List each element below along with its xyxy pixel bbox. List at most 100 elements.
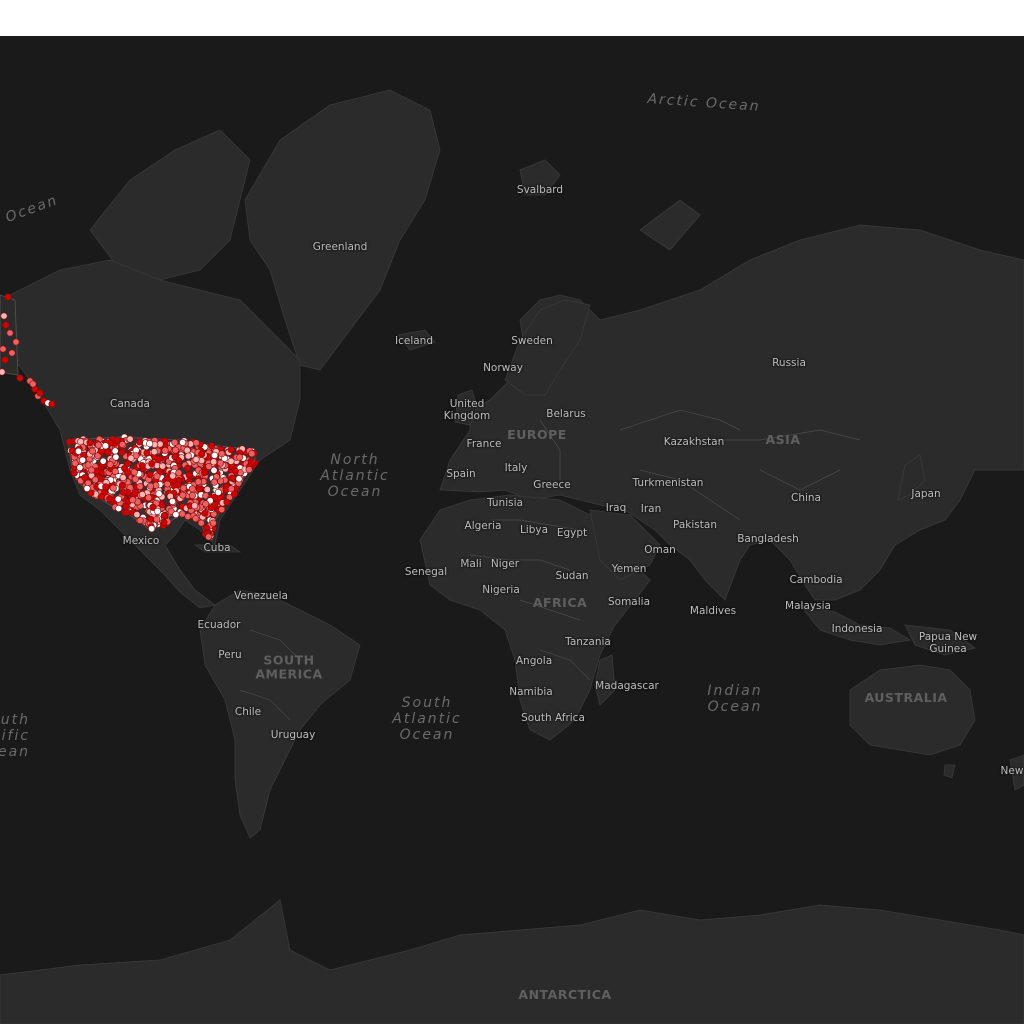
data-point[interactable] <box>83 484 91 492</box>
data-point[interactable] <box>0 312 8 320</box>
data-point[interactable] <box>155 490 163 498</box>
data-point[interactable] <box>127 454 135 462</box>
data-point[interactable] <box>214 488 222 496</box>
data-point[interactable] <box>12 338 20 346</box>
data-point[interactable] <box>179 438 187 446</box>
data-point[interactable] <box>146 440 154 448</box>
data-point[interactable] <box>113 437 121 445</box>
data-point[interactable] <box>248 450 256 458</box>
data-point[interactable] <box>184 464 192 472</box>
data-point[interactable] <box>201 468 209 476</box>
data-point[interactable] <box>29 380 37 388</box>
data-point[interactable] <box>245 466 253 474</box>
data-point[interactable] <box>79 456 87 464</box>
data-point[interactable] <box>192 515 200 523</box>
data-point[interactable] <box>180 484 188 492</box>
data-point[interactable] <box>179 491 187 499</box>
data-point[interactable] <box>124 469 132 477</box>
data-point[interactable] <box>185 471 193 479</box>
data-point[interactable] <box>145 494 153 502</box>
data-point[interactable] <box>94 452 102 460</box>
data-point[interactable] <box>197 519 205 527</box>
data-point[interactable] <box>124 460 132 468</box>
data-point[interactable] <box>2 321 10 329</box>
data-point[interactable] <box>6 329 14 337</box>
data-point[interactable] <box>8 349 16 357</box>
data-point[interactable] <box>207 504 215 512</box>
data-point[interactable] <box>143 449 151 457</box>
data-point[interactable] <box>171 438 179 446</box>
data-point[interactable] <box>169 472 177 480</box>
data-point[interactable] <box>89 447 97 455</box>
data-point[interactable] <box>112 453 120 461</box>
data-point[interactable] <box>184 512 192 520</box>
data-point[interactable] <box>118 440 126 448</box>
data-point[interactable] <box>122 502 130 510</box>
data-point[interactable] <box>118 448 126 456</box>
data-point[interactable] <box>210 458 218 466</box>
data-point[interactable] <box>102 483 110 491</box>
data-point[interactable] <box>160 511 168 519</box>
data-point[interactable] <box>131 488 139 496</box>
data-point[interactable] <box>88 466 96 474</box>
data-point[interactable] <box>0 368 6 376</box>
data-point[interactable] <box>228 474 236 482</box>
data-point[interactable] <box>99 457 107 465</box>
data-point[interactable] <box>133 511 141 519</box>
data-point[interactable] <box>138 490 146 498</box>
data-point[interactable] <box>218 506 226 514</box>
data-point[interactable] <box>102 442 110 450</box>
data-point[interactable] <box>227 485 235 493</box>
data-point[interactable] <box>77 438 85 446</box>
data-point[interactable] <box>1 356 9 364</box>
data-point[interactable] <box>118 481 126 489</box>
data-point[interactable] <box>136 516 144 524</box>
data-point[interactable] <box>195 485 203 493</box>
data-point[interactable] <box>109 484 117 492</box>
data-point[interactable] <box>148 525 156 533</box>
data-point[interactable] <box>227 446 235 454</box>
data-point[interactable] <box>98 493 106 501</box>
world-map[interactable]: Arctic Ocean North Atlantic Ocean South … <box>0 36 1024 1024</box>
data-point[interactable] <box>235 475 243 483</box>
data-point[interactable] <box>236 453 244 461</box>
data-point[interactable] <box>211 451 219 459</box>
data-point[interactable] <box>129 496 137 504</box>
data-point[interactable] <box>111 467 119 475</box>
data-point[interactable] <box>136 482 144 490</box>
data-point[interactable] <box>150 448 158 456</box>
data-point[interactable] <box>138 462 146 470</box>
data-point[interactable] <box>36 389 44 397</box>
data-point[interactable] <box>153 515 161 523</box>
data-point[interactable] <box>210 466 218 474</box>
data-point[interactable] <box>223 498 231 506</box>
data-point[interactable] <box>70 469 78 477</box>
data-point[interactable] <box>147 482 155 490</box>
data-point[interactable] <box>114 495 122 503</box>
data-point[interactable] <box>76 464 84 472</box>
data-point[interactable] <box>205 462 213 470</box>
data-point[interactable] <box>71 459 79 467</box>
data-point[interactable] <box>231 490 239 498</box>
data-point[interactable] <box>208 442 216 450</box>
data-point[interactable] <box>217 459 225 467</box>
data-point[interactable] <box>172 446 180 454</box>
data-point[interactable] <box>159 462 167 470</box>
data-point[interactable] <box>169 497 177 505</box>
data-point[interactable] <box>119 488 127 496</box>
data-point[interactable] <box>163 480 171 488</box>
data-point[interactable] <box>147 515 155 523</box>
data-point[interactable] <box>48 400 56 408</box>
data-point[interactable] <box>75 447 83 455</box>
data-point[interactable] <box>91 476 99 484</box>
data-point[interactable] <box>136 438 144 446</box>
data-point[interactable] <box>160 518 168 526</box>
data-point[interactable] <box>95 441 103 449</box>
data-point[interactable] <box>86 439 94 447</box>
data-point[interactable] <box>194 478 202 486</box>
data-point[interactable] <box>198 450 206 458</box>
data-point[interactable] <box>16 374 24 382</box>
data-point[interactable] <box>184 452 192 460</box>
data-point[interactable] <box>175 469 183 477</box>
data-point[interactable] <box>153 472 161 480</box>
